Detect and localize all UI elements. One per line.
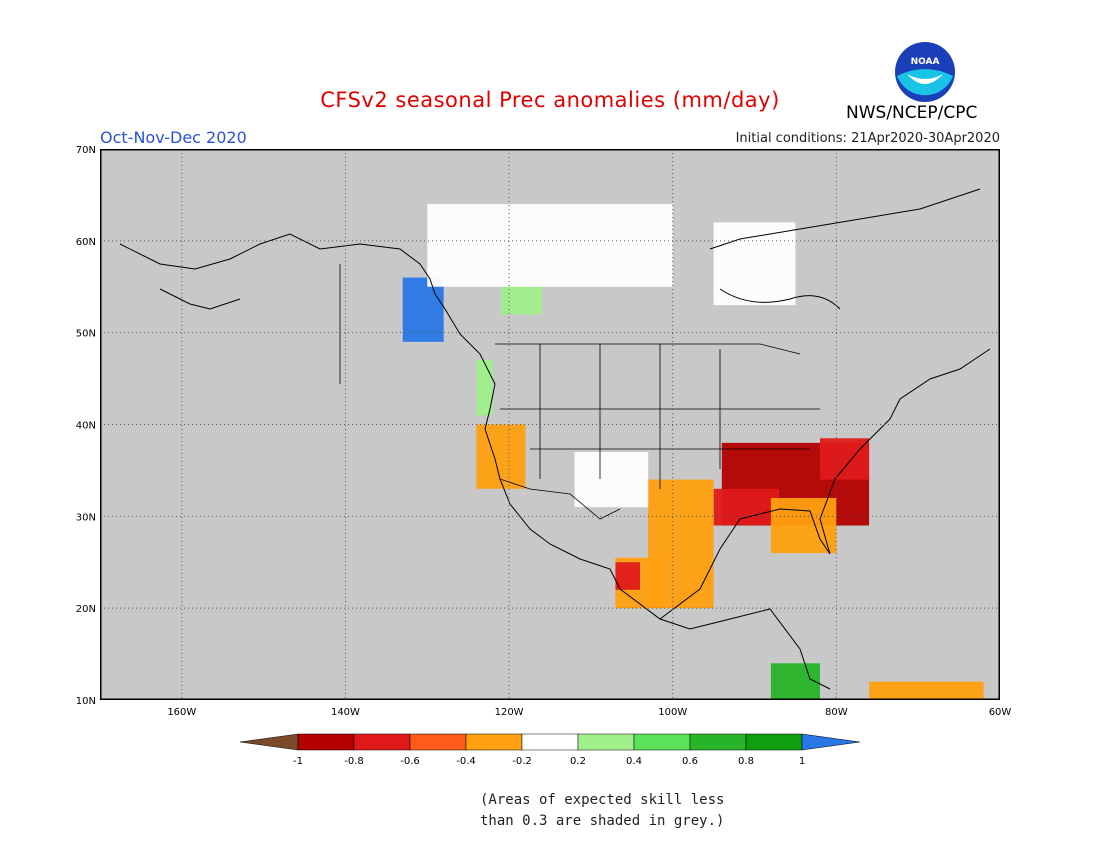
season-label: Oct-Nov-Dec 2020	[100, 128, 247, 147]
colorbar-box	[409, 733, 467, 751]
map-frame	[100, 149, 1000, 700]
anomaly-patch	[500, 286, 542, 315]
skill-note-line2: than 0.3 are shaded in grey.)	[480, 813, 725, 829]
colorbar-box	[521, 733, 579, 751]
lon-tick-label: 80W	[825, 707, 848, 718]
anomaly-patch	[402, 277, 444, 342]
colorbar-right-arrow	[801, 733, 861, 751]
colorbar-box	[353, 733, 411, 751]
chart-title: CFSv2 seasonal Prec anomalies (mm/day)	[320, 88, 780, 112]
anomaly-patch	[869, 681, 984, 700]
lat-tick-label: 10N	[76, 696, 96, 707]
anomaly-patch	[820, 438, 870, 480]
lat-tick-label: 50N	[76, 329, 96, 340]
political-borders	[339, 264, 820, 520]
lat-tick-label: 70N	[76, 145, 96, 156]
lon-tick-label: 100W	[658, 707, 687, 718]
colorbar-left-arrow	[240, 733, 299, 751]
lat-tick-label: 60N	[76, 237, 96, 248]
colorbar-label: -0.4	[456, 756, 476, 767]
organization-label: NWS/NCEP/CPC	[846, 103, 978, 123]
anomaly-patch	[770, 497, 837, 554]
anomaly-patch	[615, 562, 640, 590]
colorbar-box	[297, 733, 355, 751]
map-panel	[100, 149, 1000, 700]
anomaly-patch	[427, 204, 673, 287]
colorbar-label: 0.6	[682, 756, 698, 767]
anomaly-patch	[476, 360, 493, 416]
anomaly-patch	[476, 424, 526, 489]
colorbar-label: -0.6	[400, 756, 420, 767]
anomaly-patch	[713, 488, 780, 526]
lon-tick-label: 60W	[989, 707, 1012, 718]
lon-tick-label: 120W	[495, 707, 524, 718]
anomaly-patch	[574, 452, 649, 508]
colorbar-box	[633, 733, 691, 751]
colorbar-label: 0.2	[570, 756, 586, 767]
lat-tick-label: 40N	[76, 421, 96, 432]
lat-tick-label: 20N	[76, 604, 96, 615]
coastlines	[119, 188, 991, 690]
colorbar-box	[689, 733, 747, 751]
anomaly-patch	[770, 663, 820, 700]
initial-conditions-label: Initial conditions: 21Apr2020-30Apr2020	[735, 131, 1000, 146]
colorbar-label: -0.8	[344, 756, 364, 767]
colorbar-label: 0.8	[738, 756, 754, 767]
anomaly-patches	[402, 204, 984, 700]
colorbar-box	[577, 733, 635, 751]
colorbar-label: 1	[799, 756, 805, 767]
lon-tick-label: 160W	[167, 707, 196, 718]
colorbar-box	[745, 733, 803, 751]
colorbar-box	[465, 733, 523, 751]
colorbar-label: 0.4	[626, 756, 642, 767]
lon-tick-label: 140W	[331, 707, 360, 718]
colorbar-label: -1	[293, 756, 303, 767]
logo-text: NOAA	[911, 57, 940, 67]
skill-note-line1: (Areas of expected skill less	[480, 792, 725, 808]
lat-tick-label: 30N	[76, 512, 96, 523]
colorbar-label: -0.2	[512, 756, 532, 767]
colorbar: -1 -0.8 -0.6 -0.4 -0.2 0.2 0.4 0.6 0.8 1	[240, 733, 861, 767]
noaa-logo: NOAA	[895, 42, 955, 102]
